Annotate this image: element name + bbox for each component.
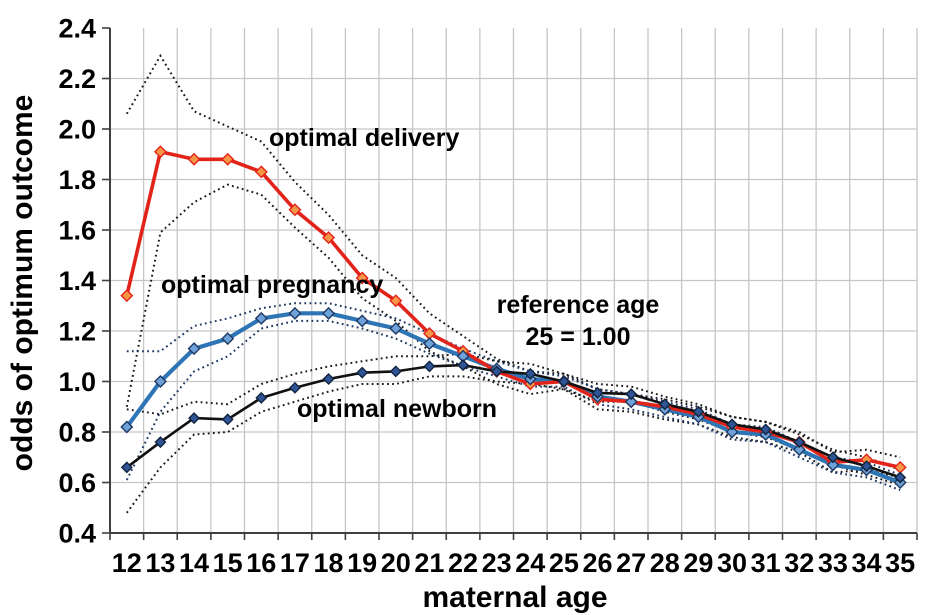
y-axis-title: odds of optimum outcome xyxy=(6,94,39,472)
y-tick-label: 1.8 xyxy=(58,165,96,195)
annotation-optimal-delivery: optimal delivery xyxy=(269,124,460,152)
annotation-optimal-pregnancy: optimal pregnancy xyxy=(161,271,384,299)
x-tick-label: 31 xyxy=(751,548,781,578)
y-tick-label: 1.2 xyxy=(58,317,96,347)
gridlines xyxy=(110,28,918,533)
x-tick-labels: 12 13 14 15 16 17 18 19 20 21 22 23 24 25 26 27 28 29 30 31… xyxy=(112,548,915,578)
x-tick-label: 16 xyxy=(246,548,276,578)
x-tick-label: 21 xyxy=(414,548,444,578)
annotation-reference-age: reference age 25 = 1.00 xyxy=(478,289,678,353)
markers-newborn xyxy=(120,359,907,484)
y-tick-label: 2.0 xyxy=(58,115,96,145)
x-tick-label: 35 xyxy=(885,548,915,578)
y-tick-labels: 0.4 0.6 0.8 1.0 1.2 1.4 1.6 1.8 2.0 2.2 2.4 xyxy=(58,14,96,549)
x-tick-label: 34 xyxy=(852,548,882,578)
x-tick-label: 12 xyxy=(112,548,142,578)
x-tick-label: 17 xyxy=(280,548,310,578)
x-tick-label: 13 xyxy=(145,548,175,578)
annotation-optimal-newborn: optimal newborn xyxy=(297,395,497,423)
y-tick-label: 2.4 xyxy=(58,14,96,44)
x-tick-label: 27 xyxy=(616,548,646,578)
x-axis-title: maternal age xyxy=(422,581,608,614)
x-tick-label: 33 xyxy=(818,548,848,578)
y-tick-label: 1.6 xyxy=(58,216,96,246)
y-tick-label: 1.4 xyxy=(58,266,96,296)
annotation-reference-line2: 25 = 1.00 xyxy=(525,323,631,351)
x-tick-label: 26 xyxy=(583,548,613,578)
y-tick-label: 0.6 xyxy=(58,468,96,498)
x-tick-label: 30 xyxy=(717,548,747,578)
x-tick-label: 18 xyxy=(314,548,344,578)
x-tick-label: 20 xyxy=(381,548,411,578)
x-tick-label: 14 xyxy=(179,548,209,578)
y-tick-label: 0.8 xyxy=(58,418,96,448)
x-tick-label: 22 xyxy=(448,548,478,578)
ci-band-pregnancy xyxy=(125,302,901,492)
x-tick-label: 32 xyxy=(784,548,814,578)
y-tick-label: 1.0 xyxy=(58,367,96,397)
y-tick-label: 2.2 xyxy=(58,64,96,94)
y-tick-label: 0.4 xyxy=(58,519,96,549)
annotation-reference-line1: reference age xyxy=(496,291,660,319)
x-tick-label: 25 xyxy=(549,548,579,578)
x-tick-label: 15 xyxy=(213,548,243,578)
x-tick-label: 24 xyxy=(515,548,545,578)
axes xyxy=(102,27,918,540)
x-tick-label: 23 xyxy=(482,548,512,578)
x-tick-label: 28 xyxy=(650,548,680,578)
x-tick-label: 19 xyxy=(347,548,377,578)
x-tick-label: 29 xyxy=(683,548,713,578)
